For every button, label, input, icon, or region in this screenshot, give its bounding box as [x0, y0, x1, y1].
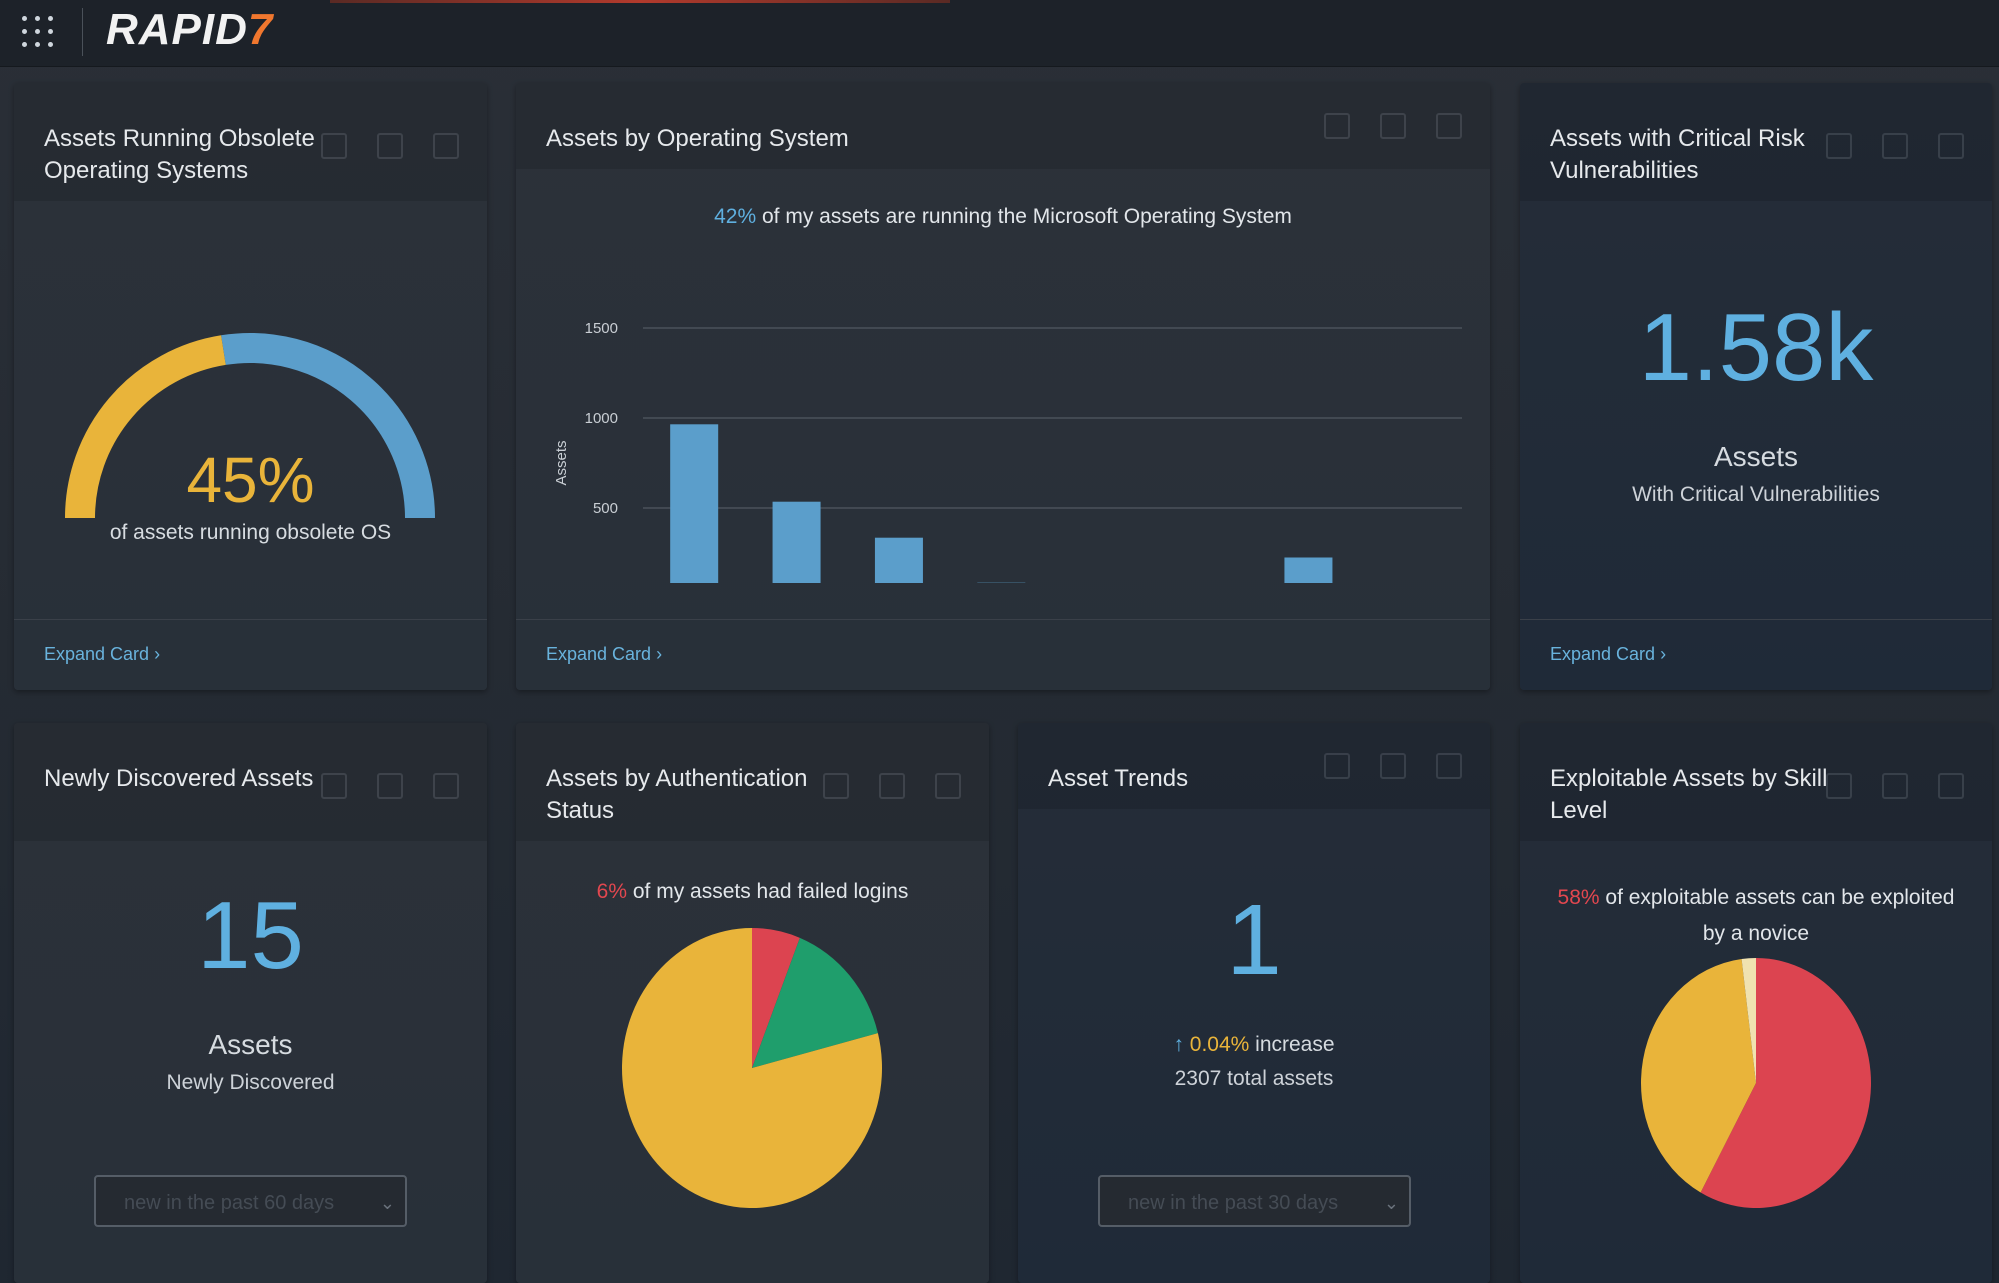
card-obsolete-os: Assets Running Obsolete Operating System…	[14, 83, 487, 690]
pie-slice[interactable]	[1741, 958, 1756, 1083]
card-title: Newly Discovered Assets	[44, 765, 314, 792]
metric-label: Assets	[208, 1029, 293, 1060]
bar[interactable]	[772, 501, 821, 583]
y-axis-label: Assets	[553, 440, 570, 485]
card-title: Assets by Authentication Status	[546, 765, 808, 824]
metric-sublabel: With Critical Vulnerabilities	[1632, 483, 1880, 506]
edit-icon[interactable]	[935, 773, 961, 799]
chart-headline: 58% of exploitable assets can be exploit…	[1557, 886, 1955, 945]
delete-icon[interactable]	[1826, 133, 1852, 159]
delete-icon[interactable]	[823, 773, 849, 799]
chart-headline: 6% of my assets had failed logins	[596, 880, 909, 903]
delete-icon[interactable]	[1324, 753, 1350, 779]
critical-assets-count: 1.58k	[1638, 294, 1874, 401]
bar[interactable]	[1284, 557, 1333, 584]
bar[interactable]	[670, 424, 719, 583]
card-critical-risk: Assets with Critical Risk Vulnerabilitie…	[1520, 83, 1992, 690]
y-tick-label: 1000	[585, 410, 618, 427]
card-assets-by-os: Assets by Operating System 42% of my ass…	[516, 83, 1490, 690]
header-divider	[82, 8, 83, 56]
edit-icon[interactable]	[1938, 773, 1964, 799]
pie-slice[interactable]	[1700, 958, 1871, 1208]
card-header: Assets with Critical Risk Vulnerabilitie…	[1520, 83, 1992, 201]
card-exploitable-skill: Exploitable Assets by Skill Level 58% of…	[1520, 723, 1992, 1283]
top-bar: RAPID7	[0, 0, 1999, 67]
expand-card-link[interactable]: Expand Card ›	[546, 644, 663, 664]
copy-icon[interactable]	[1882, 133, 1908, 159]
delete-icon[interactable]	[1826, 773, 1852, 799]
card-title: Assets Running Obsolete Operating System…	[44, 125, 315, 184]
gauge-value-arc	[65, 335, 226, 519]
delete-icon[interactable]	[1324, 113, 1350, 139]
gauge-value: 45%	[186, 444, 315, 516]
card-tools	[823, 773, 961, 799]
card-title: Assets by Operating System	[546, 125, 849, 152]
chevron-down-icon: ⌄	[1383, 1193, 1399, 1213]
time-range-select[interactable]: new in the past 30 days ⌄	[1098, 1175, 1411, 1227]
copy-icon[interactable]	[377, 773, 403, 799]
card-header: Assets by Authentication Status	[516, 723, 989, 841]
edit-icon[interactable]	[1436, 753, 1462, 779]
card-header: Asset Trends	[1018, 723, 1490, 809]
pie-slice[interactable]	[622, 928, 882, 1208]
card-header: Assets Running Obsolete Operating System…	[14, 83, 487, 201]
bar[interactable]	[874, 537, 923, 583]
card-tools	[1826, 133, 1964, 159]
pie-slice[interactable]	[1641, 958, 1756, 1193]
total-assets: 2307 total assets	[1174, 1067, 1334, 1090]
copy-icon[interactable]	[1380, 113, 1406, 139]
chevron-down-icon: ⌄	[379, 1193, 395, 1213]
edit-icon[interactable]	[1938, 133, 1964, 159]
copy-icon[interactable]	[377, 133, 403, 159]
card-footer: Expand Card ›	[1520, 619, 1992, 690]
card-footer: Expand Card ›	[14, 619, 487, 690]
y-tick-label: 500	[593, 500, 618, 517]
card-header: Exploitable Assets by Skill Level	[1520, 723, 1992, 841]
card-asset-trends: Asset Trends 1 ↑ 0.04% increase 2307 tot…	[1018, 723, 1490, 1283]
gauge-remaining-arc	[221, 333, 435, 519]
card-footer: Expand Card ›	[516, 619, 1490, 690]
card-tools	[1324, 113, 1462, 139]
arrow-up-icon: ↑	[1173, 1033, 1184, 1056]
card-tools	[1324, 753, 1462, 779]
card-newly-discovered: Newly Discovered Assets 15 Assets Newly …	[14, 723, 487, 1283]
y-tick-label: 1500	[585, 320, 618, 337]
expand-card-link[interactable]: Expand Card ›	[44, 644, 161, 664]
card-header: Assets by Operating System	[516, 83, 1490, 169]
trend-change: ↑ 0.04% increase	[1173, 1033, 1335, 1056]
chart-headline: 42% of my assets are running the Microso…	[714, 205, 1292, 228]
copy-icon[interactable]	[879, 773, 905, 799]
edit-icon[interactable]	[433, 133, 459, 159]
gauge-caption: of assets running obsolete OS	[109, 521, 392, 544]
edit-icon[interactable]	[433, 773, 459, 799]
rapid7-logo[interactable]: RAPID7	[106, 5, 274, 54]
copy-icon[interactable]	[1882, 773, 1908, 799]
os-bar-chart: 050010001500MicrosoftUbuntuLinuxRed HatD…	[553, 320, 1462, 584]
card-tools	[321, 773, 459, 799]
loading-accent-bar	[330, 0, 950, 3]
exploit-pie-chart	[1641, 958, 1871, 1208]
expand-card-link[interactable]: Expand Card ›	[1550, 644, 1667, 664]
pie-slice[interactable]	[752, 937, 878, 1068]
card-title: Asset Trends	[1048, 765, 1189, 792]
gauge-chart	[65, 333, 435, 519]
delete-icon[interactable]	[321, 133, 347, 159]
grid-icon[interactable]	[18, 12, 60, 54]
card-tools	[321, 133, 459, 159]
metric-sublabel: Newly Discovered	[166, 1071, 335, 1094]
edit-icon[interactable]	[1436, 113, 1462, 139]
auth-pie-chart	[622, 928, 882, 1208]
card-title: Exploitable Assets by Skill Level	[1550, 765, 1828, 824]
trend-value: 1	[1226, 884, 1282, 996]
card-tools	[1826, 773, 1964, 799]
card-title: Assets with Critical Risk Vulnerabilitie…	[1550, 125, 1805, 184]
time-range-select[interactable]: new in the past 60 days ⌄	[94, 1175, 407, 1227]
card-header: Newly Discovered Assets	[14, 723, 487, 841]
newly-discovered-count: 15	[197, 882, 304, 989]
delete-icon[interactable]	[321, 773, 347, 799]
copy-icon[interactable]	[1380, 753, 1406, 779]
card-auth-status: Assets by Authentication Status 6% of my…	[516, 723, 989, 1283]
metric-label: Assets	[1713, 441, 1799, 472]
pie-slice[interactable]	[752, 928, 800, 1068]
